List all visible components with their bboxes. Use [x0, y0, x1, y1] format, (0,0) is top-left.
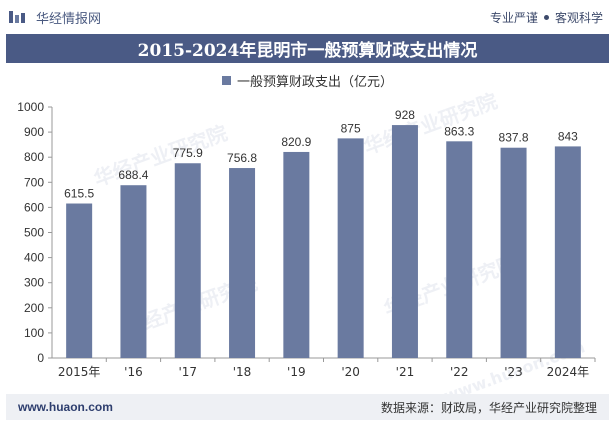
data-label: 928: [395, 108, 415, 122]
x-tick-label: '22: [450, 365, 469, 379]
y-tick-label: 400: [24, 251, 44, 265]
x-tick-label: '23: [504, 365, 523, 379]
y-tick-label: 600: [24, 200, 44, 214]
x-tick-label: '18: [233, 365, 252, 379]
x-tick-label: '20: [341, 365, 360, 379]
y-tick-label: 100: [24, 326, 44, 340]
brand[interactable]: 华经情报网: [8, 8, 101, 27]
footer: www.huaon.com 数据来源：财政局，华经产业研究院整理: [6, 394, 609, 420]
bar: [554, 146, 581, 358]
x-tick-label: '19: [287, 365, 306, 379]
x-tick-label: '17: [178, 365, 197, 379]
bar: [446, 141, 473, 358]
legend-swatch: [221, 75, 231, 85]
data-label: 875: [341, 121, 361, 135]
y-tick-label: 500: [24, 226, 44, 240]
bar: [66, 203, 93, 358]
legend-label: 一般预算财政支出（亿元）: [236, 74, 393, 90]
data-source: 数据来源：财政局，华经产业研究院整理: [380, 400, 597, 415]
brand-name: 华经情报网: [36, 11, 102, 27]
x-tick-label: '21: [396, 365, 415, 379]
data-label: 615.5: [64, 187, 94, 201]
slogan: 专业严谨 客观科学: [490, 9, 603, 26]
bar: [337, 138, 364, 358]
y-tick-label: 800: [24, 150, 44, 164]
data-label: 756.8: [227, 151, 257, 165]
data-label: 863.3: [444, 124, 474, 138]
slogan-right: 客观科学: [554, 10, 603, 25]
logo-icon: [9, 11, 25, 23]
data-label: 775.9: [173, 146, 203, 160]
x-tick-label: 2024年: [547, 365, 590, 379]
y-tick-label: 0: [37, 351, 44, 365]
chart-title-text: 2015-2024年昆明市一般预算财政支出情况: [137, 41, 478, 61]
y-tick-label: 700: [24, 175, 44, 189]
data-label: 820.9: [281, 135, 311, 149]
bar: [283, 151, 310, 358]
bar: [391, 125, 418, 359]
y-tick-label: 1000: [17, 100, 44, 114]
x-tick-label: 2015年: [58, 365, 101, 379]
data-label: 843: [558, 129, 578, 143]
y-tick-label: 200: [24, 301, 44, 315]
bar: [229, 168, 256, 358]
bar: [120, 185, 147, 358]
y-tick-label: 900: [24, 125, 44, 139]
chart-title: 2015-2024年昆明市一般预算财政支出情况: [6, 34, 609, 63]
legend: 一般预算财政支出（亿元）: [0, 70, 615, 90]
slogan-left: 专业严谨: [489, 10, 538, 25]
dot-separator-icon: [543, 14, 549, 20]
bar: [500, 147, 527, 358]
bar: [174, 163, 201, 358]
header-bar: 华经情报网 专业严谨 客观科学: [0, 0, 615, 34]
footer-url[interactable]: www.huaon.com: [18, 400, 113, 414]
data-label: 837.8: [499, 131, 529, 145]
data-label: 688.4: [118, 168, 148, 182]
y-tick-label: 300: [24, 276, 44, 290]
x-tick-label: '16: [124, 365, 143, 379]
